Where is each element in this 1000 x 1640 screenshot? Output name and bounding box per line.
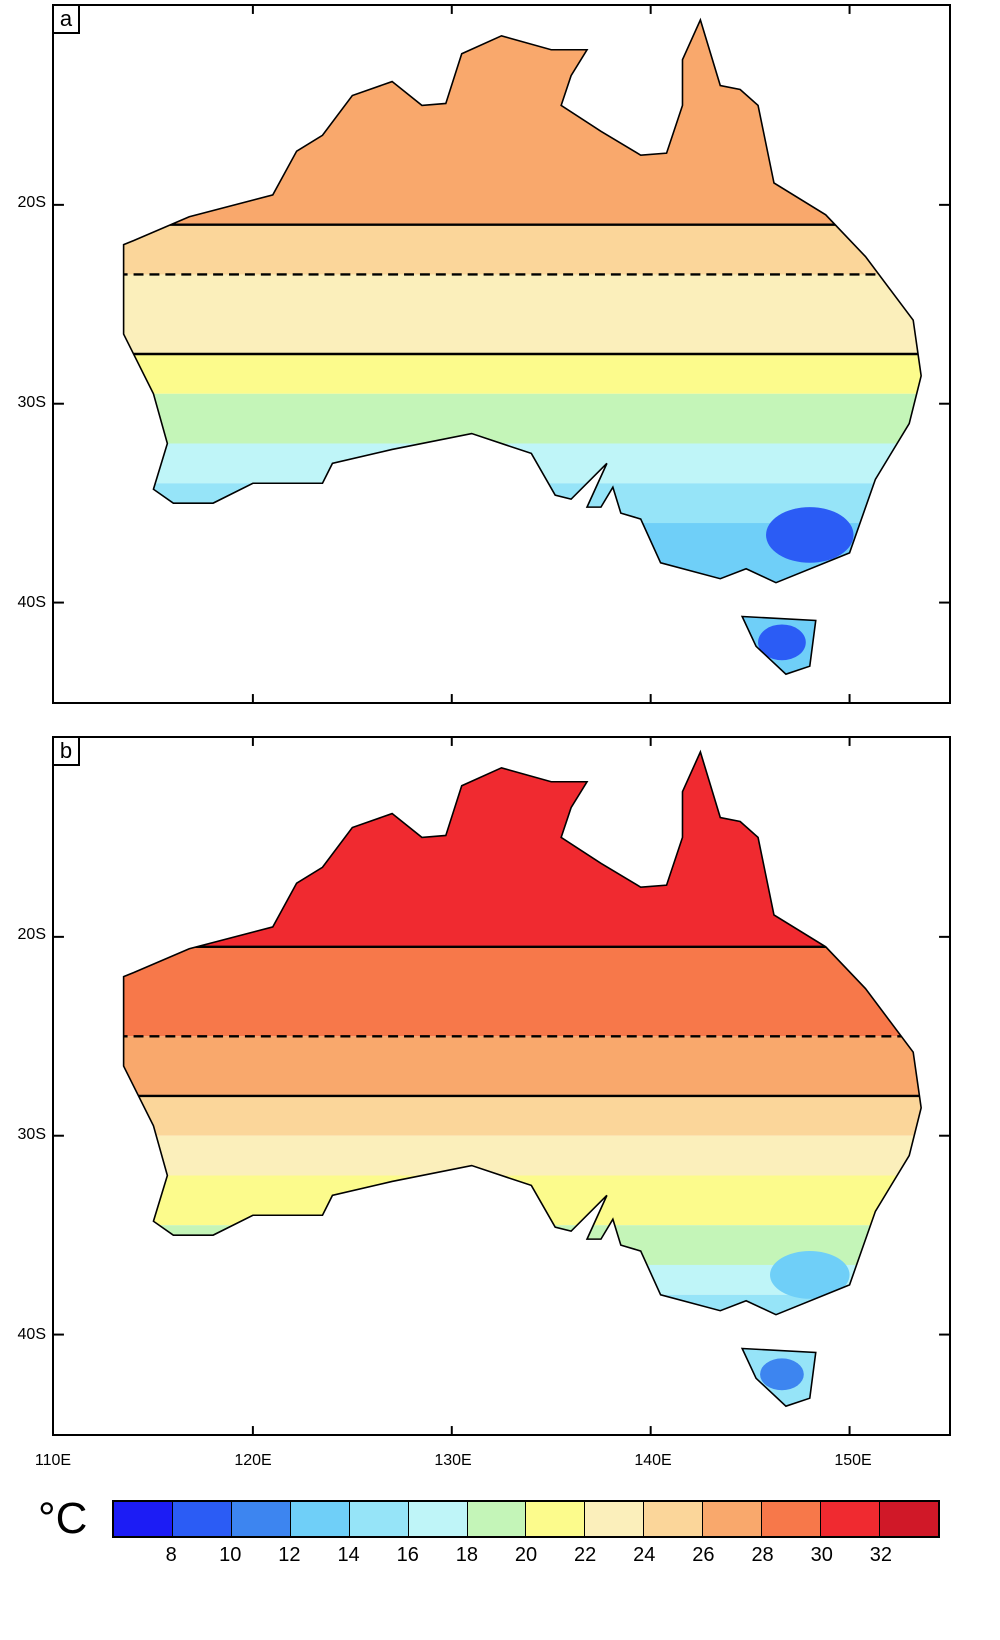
- lon-tick-label: 110E: [34, 1452, 72, 1469]
- colorbar-label: 22: [574, 1544, 597, 1566]
- lat-tick-label: 20S: [17, 194, 46, 211]
- lon-tick-label: 150E: [834, 1452, 872, 1469]
- lat-tick-label: 30S: [17, 394, 46, 411]
- coastline: [740, 1347, 817, 1408]
- temperature-blob: [766, 507, 854, 563]
- colorbar-swatch: [467, 1502, 527, 1536]
- colorbar-swatch: [526, 1502, 586, 1536]
- colorbar-swatch: [762, 1502, 822, 1536]
- colorbar: [112, 1500, 940, 1538]
- colorbar-label: 26: [692, 1544, 715, 1566]
- colorbar-swatch: [703, 1502, 763, 1536]
- colorbar-swatch: [644, 1502, 704, 1536]
- temperature-zone: [123, 1036, 922, 1096]
- temperature-zone: [123, 393, 922, 444]
- temperature-zone: [123, 274, 922, 354]
- lat-tick-label: 40S: [17, 594, 46, 611]
- colorbar-label: 18: [455, 1544, 478, 1566]
- colorbar-label: 10: [219, 1544, 242, 1566]
- temperature-zone: [123, 946, 922, 1037]
- panel-label: a: [54, 6, 80, 34]
- colorbar-label: 8: [165, 1544, 177, 1566]
- lon-tick-label: 140E: [634, 1452, 672, 1469]
- lat-tick-label: 30S: [17, 1126, 46, 1143]
- temperature-zone: [123, 224, 922, 275]
- temperature-zone: [123, 1135, 922, 1176]
- temperature-zone: [123, 751, 922, 947]
- lat-tick-label: 40S: [17, 1326, 46, 1343]
- temperature-blob: [770, 1251, 850, 1299]
- map-b: [54, 738, 949, 1434]
- coastline: [740, 615, 817, 676]
- panel-label: b: [54, 738, 80, 766]
- temperature-field: [123, 751, 922, 1407]
- colorbar-swatch: [879, 1502, 938, 1536]
- temperature-zone: [123, 1175, 922, 1226]
- colorbar-label: 12: [278, 1544, 301, 1566]
- colorbar-label: 16: [396, 1544, 419, 1566]
- lon-tick-label: 130E: [434, 1452, 472, 1469]
- colorbar-label: 30: [810, 1544, 833, 1566]
- temperature-zone: [123, 19, 922, 225]
- colorbar-swatch: [585, 1502, 645, 1536]
- panel-a: a: [52, 4, 951, 704]
- colorbar-label: 20: [514, 1544, 538, 1566]
- colorbar-swatch: [821, 1502, 880, 1536]
- temperature-zone: [123, 354, 922, 394]
- temperature-zone: [123, 1095, 922, 1136]
- lat-tick-label: 20S: [17, 926, 46, 943]
- colorbar-label: 14: [337, 1544, 360, 1566]
- coastline: [122, 749, 922, 1316]
- colorbar-swatch: [114, 1502, 173, 1536]
- colorbar-swatch: [172, 1502, 232, 1536]
- coastline: [122, 17, 922, 584]
- map-a: [54, 6, 949, 702]
- temperature-blob: [760, 1358, 804, 1391]
- lon-tick-label: 120E: [234, 1452, 272, 1469]
- panel-b: b: [52, 736, 951, 1436]
- colorbar-unit: °C: [38, 1494, 88, 1543]
- temperature-zone: [123, 443, 922, 484]
- colorbar-swatch: [408, 1502, 468, 1536]
- colorbar-label: 32: [869, 1544, 892, 1566]
- colorbar-swatch: [349, 1502, 409, 1536]
- colorbar-swatch: [231, 1502, 291, 1536]
- temperature-blob: [758, 624, 806, 661]
- colorbar-swatch: [290, 1502, 350, 1536]
- colorbar-label: 28: [751, 1544, 774, 1566]
- colorbar-label: 24: [633, 1544, 656, 1566]
